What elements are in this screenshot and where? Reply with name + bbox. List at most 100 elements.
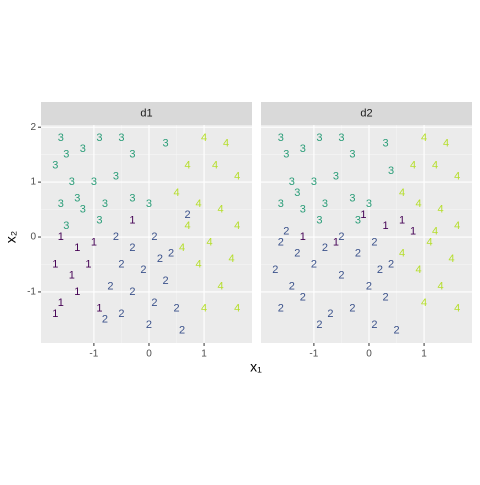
y-tick-label: -1 <box>27 287 36 298</box>
point-label: 2 <box>129 242 135 254</box>
point-label: 1 <box>399 214 405 226</box>
point-label: 4 <box>410 160 416 172</box>
point-label: 2 <box>393 324 399 336</box>
point-label: 2 <box>162 275 168 287</box>
point-label: 3 <box>311 176 317 188</box>
point-label: 2 <box>157 253 163 265</box>
point-label: 3 <box>338 132 344 144</box>
point-label: 4 <box>421 132 427 144</box>
point-label: 4 <box>454 220 460 232</box>
point-label: 1 <box>129 214 135 226</box>
strip <box>261 102 472 125</box>
point-label: 2 <box>173 302 179 314</box>
point-label: 2 <box>113 231 119 243</box>
point-label: 4 <box>432 225 438 237</box>
point-label: 2 <box>151 231 157 243</box>
point-label: 2 <box>140 264 146 276</box>
point-label: 3 <box>129 149 135 161</box>
point-label: 3 <box>300 203 306 215</box>
point-label: 3 <box>118 132 124 144</box>
point-label: 3 <box>366 198 372 210</box>
facet-label: d2 <box>360 107 372 119</box>
y-tick-label: 1 <box>30 177 36 188</box>
point-label: 2 <box>377 264 383 276</box>
point-label: 1 <box>58 231 64 243</box>
point-label: 4 <box>173 187 179 199</box>
point-label: 4 <box>184 160 190 172</box>
point-label: 3 <box>349 149 355 161</box>
point-label: 2 <box>168 247 174 259</box>
point-label: 2 <box>278 236 284 248</box>
point-label: 1 <box>52 258 58 270</box>
point-label: 2 <box>289 280 295 292</box>
point-label: 3 <box>278 198 284 210</box>
point-label: 2 <box>278 302 284 314</box>
point-label: 2 <box>146 319 152 331</box>
point-label: 1 <box>300 231 306 243</box>
point-label: 4 <box>449 253 455 265</box>
point-label: 4 <box>201 302 207 314</box>
point-label: 3 <box>300 143 306 155</box>
point-label: 2 <box>272 264 278 276</box>
point-label: 4 <box>454 171 460 183</box>
point-label: 3 <box>91 176 97 188</box>
point-label: 2 <box>179 324 185 336</box>
point-label: 4 <box>234 220 240 232</box>
point-label: 2 <box>283 225 289 237</box>
point-label: 3 <box>382 138 388 150</box>
point-label: 1 <box>58 297 64 309</box>
point-label: 4 <box>229 253 235 265</box>
point-label: 1 <box>74 286 80 298</box>
point-label: 2 <box>366 280 372 292</box>
y-tick-label: 2 <box>30 122 36 133</box>
point-label: 3 <box>80 143 86 155</box>
point-label: 3 <box>146 198 152 210</box>
point-label: 4 <box>223 138 229 150</box>
point-label: 2 <box>338 269 344 281</box>
point-label: 4 <box>179 242 185 254</box>
panel <box>41 125 252 343</box>
point-label: 1 <box>52 308 58 320</box>
point-label: 3 <box>80 203 86 215</box>
point-label: 2 <box>118 258 124 270</box>
point-label: 2 <box>371 236 377 248</box>
x-tick-label: 0 <box>146 349 152 360</box>
point-label: 4 <box>234 302 240 314</box>
point-label: 3 <box>96 214 102 226</box>
facet-label: d1 <box>140 107 152 119</box>
point-label: 3 <box>74 192 80 204</box>
point-label: 4 <box>415 264 421 276</box>
point-label: 2 <box>388 258 394 270</box>
point-label: 2 <box>118 308 124 320</box>
point-label: 3 <box>316 214 322 226</box>
y-axis-label: x₂ <box>3 231 19 243</box>
point-label: 3 <box>129 192 135 204</box>
point-label: 3 <box>283 149 289 161</box>
point-label: 3 <box>113 171 119 183</box>
x-tick-label: 1 <box>201 349 207 360</box>
point-label: 2 <box>107 280 113 292</box>
point-label: 2 <box>151 297 157 309</box>
point-label: 1 <box>69 269 75 281</box>
point-label: 2 <box>184 209 190 221</box>
point-label: 1 <box>333 236 339 248</box>
point-label: 3 <box>322 198 328 210</box>
point-label: 4 <box>218 203 224 215</box>
point-label: 1 <box>74 242 80 254</box>
point-label: 4 <box>218 280 224 292</box>
point-label: 2 <box>311 258 317 270</box>
point-label: 3 <box>102 198 108 210</box>
point-label: 4 <box>234 171 240 183</box>
point-label: 3 <box>69 176 75 188</box>
point-label: 3 <box>52 160 58 172</box>
point-label: 2 <box>102 313 108 325</box>
point-label: 2 <box>316 319 322 331</box>
point-label: 2 <box>322 242 328 254</box>
point-label: 3 <box>289 176 295 188</box>
point-label: 4 <box>399 247 405 259</box>
point-label: 4 <box>427 236 433 248</box>
point-label: 4 <box>432 160 438 172</box>
point-label: 4 <box>399 187 405 199</box>
point-label: 3 <box>63 149 69 161</box>
point-label: 4 <box>212 160 218 172</box>
